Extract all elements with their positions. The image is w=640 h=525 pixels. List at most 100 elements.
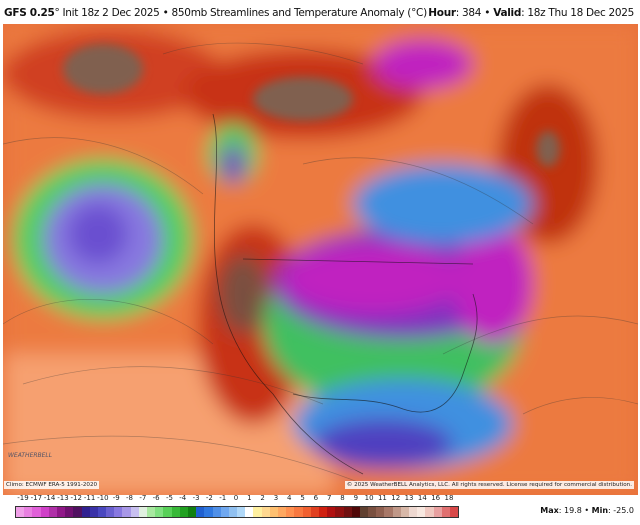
colorbar-swatch bbox=[433, 507, 442, 517]
colorbar-swatch bbox=[138, 507, 147, 517]
colorbar-tick-label: -6 bbox=[152, 494, 160, 502]
forecast-hour: 384 bbox=[462, 7, 482, 19]
colorbar bbox=[15, 506, 459, 518]
northeast-cold-core bbox=[453, 224, 533, 344]
init-time: Init 18z 2 Dec 2025 bbox=[62, 7, 160, 19]
climo-note: Climo: ECMWF ERA-5 1991-2020 bbox=[4, 481, 100, 489]
colorbar-swatch bbox=[335, 507, 344, 517]
colorbar-tick-label: -19 bbox=[17, 494, 29, 502]
colorbar-tick-label: -7 bbox=[139, 494, 147, 502]
colorbar-swatch bbox=[359, 507, 369, 517]
colorbar-swatch bbox=[384, 507, 393, 517]
streamline bbox=[22, 366, 324, 405]
bc-cold-core bbox=[221, 144, 245, 184]
colorbar-tick-label: 8 bbox=[340, 494, 345, 502]
colorbar-tick-label: -4 bbox=[179, 494, 187, 502]
streamline bbox=[162, 42, 364, 65]
streamline bbox=[302, 157, 534, 225]
streamline bbox=[522, 397, 638, 415]
colorbar-swatch bbox=[171, 507, 180, 517]
mexico-cold-region bbox=[313, 419, 453, 469]
min-label: Min bbox=[591, 506, 609, 515]
colorbar-swatch bbox=[343, 507, 352, 517]
colorbar-swatch bbox=[376, 507, 385, 517]
separator: • bbox=[162, 7, 169, 19]
colorbar-swatch bbox=[89, 507, 98, 517]
alaska-brown-core bbox=[63, 44, 143, 94]
streamline bbox=[3, 137, 204, 195]
atlantic-brown-core bbox=[536, 131, 560, 167]
temperature-anomaly-map bbox=[3, 24, 638, 495]
colorbar-tick-label: -12 bbox=[70, 494, 82, 502]
pacific-cold-core bbox=[68, 204, 128, 264]
colorbar-tick-label: 4 bbox=[287, 494, 292, 502]
hudson-bay-blue-region bbox=[353, 164, 533, 244]
colorbar-swatch bbox=[97, 507, 107, 517]
west-coastline bbox=[212, 113, 364, 475]
colorbar-swatch bbox=[269, 507, 278, 517]
colorbar-tick-label: -9 bbox=[112, 494, 120, 502]
colorbar-swatch bbox=[318, 507, 328, 517]
product-name: 850mb Streamlines and Temperature Anomal… bbox=[171, 7, 428, 19]
colorbar-swatch bbox=[261, 507, 270, 517]
colorbar-tick-label: -10 bbox=[97, 494, 109, 502]
colorbar-tick-label: 3 bbox=[273, 494, 279, 502]
colorbar-swatch bbox=[409, 507, 418, 517]
colorbar-swatch bbox=[48, 507, 57, 517]
streamline bbox=[442, 315, 638, 355]
colorbar-swatch bbox=[114, 507, 123, 517]
header: GFS 0.25° Init 18z 2 Dec 2025 • 850mb St… bbox=[0, 0, 640, 24]
hour-label: Hour bbox=[428, 7, 456, 19]
colorbar-swatch bbox=[155, 507, 164, 517]
colorbar-swatch bbox=[253, 507, 262, 517]
colorbar-swatch bbox=[228, 507, 238, 517]
valid-info: Hour: 384 • Valid: 18z Thu 18 Dec 2025 bbox=[428, 7, 634, 19]
streamlines bbox=[3, 42, 638, 485]
colorbar-tick-label: 12 bbox=[391, 494, 401, 502]
us-canada-border bbox=[242, 258, 474, 265]
valid-time: 18z Thu 18 Dec 2025 bbox=[527, 7, 634, 19]
colorbar-tick-label: 6 bbox=[313, 494, 319, 502]
max-min-readout: Max: 19.8 • Min: -25.0 bbox=[540, 506, 634, 515]
colorbar-labels: -19 -17 -14 -13 -12 -11 -10 -9 -8 -7 -6 -5 -4 -3 -2 -1 0… bbox=[15, 494, 457, 504]
map-title: GFS 0.25° Init 18z 2 Dec 2025 • 850mb St… bbox=[4, 7, 427, 19]
weatherbell-logo: WEATHERBELL bbox=[8, 452, 53, 459]
degree-symbol: ° bbox=[54, 7, 60, 19]
colorbar-tick-label: -1 bbox=[219, 494, 227, 502]
map-canvas bbox=[3, 24, 638, 495]
arctic-brown-core bbox=[253, 77, 353, 121]
colorbar-swatch bbox=[106, 507, 115, 517]
colorbar-swatch bbox=[81, 507, 90, 517]
colorbar-swatch bbox=[73, 507, 82, 517]
colorbar-swatch bbox=[187, 507, 197, 517]
colorbar-swatch bbox=[220, 507, 229, 517]
max-label: Max bbox=[540, 506, 559, 515]
gulf-east-coastline bbox=[292, 293, 478, 413]
colorbar-swatch bbox=[130, 507, 139, 517]
colorbar-swatch bbox=[302, 507, 311, 517]
separator: • bbox=[484, 7, 491, 19]
colorbar-swatch bbox=[368, 507, 377, 517]
colorbar-swatch bbox=[441, 507, 450, 517]
streamline bbox=[3, 435, 364, 485]
colorbar-tick-label: 9 bbox=[353, 494, 359, 502]
colorbar-tick-label: 2 bbox=[260, 494, 265, 502]
streamline bbox=[3, 299, 214, 345]
colorbar-tick-label: 16 bbox=[431, 494, 441, 502]
colorbar-swatch bbox=[56, 507, 66, 517]
colorbar-swatch bbox=[122, 507, 131, 517]
colorbar-tick-label: -17 bbox=[30, 494, 43, 502]
colorbar-tick-label: 11 bbox=[377, 494, 387, 502]
colorbar-swatch bbox=[278, 507, 287, 517]
colorbar-tick-label: 10 bbox=[364, 494, 374, 502]
colorbar-swatch bbox=[425, 507, 434, 517]
colorbar-swatch bbox=[310, 507, 319, 517]
colorbar-swatch bbox=[351, 507, 360, 517]
colorbar-tick-label: -2 bbox=[205, 494, 213, 502]
central-cold-core bbox=[283, 244, 463, 314]
colorbar-swatch bbox=[245, 507, 254, 517]
colorbar-tick-label: 13 bbox=[404, 494, 414, 502]
colorbar-tick-label: -3 bbox=[192, 494, 200, 502]
colorbar-tick-label: -8 bbox=[126, 494, 133, 502]
colorbar-tick-label: -14 bbox=[43, 494, 56, 502]
